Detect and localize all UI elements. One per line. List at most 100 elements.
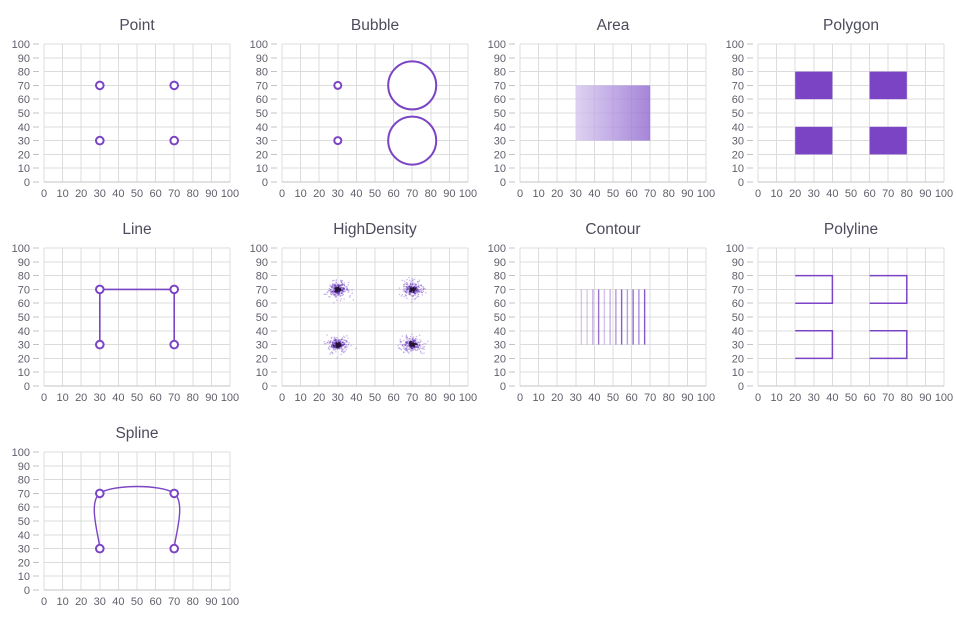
svg-text:40: 40	[826, 392, 838, 404]
svg-text:100: 100	[488, 39, 506, 51]
svg-text:100: 100	[935, 188, 953, 200]
svg-text:50: 50	[131, 596, 143, 608]
axis-ticks-and-labels: 0010102020303040405050606070708080909010…	[250, 39, 478, 200]
svg-text:50: 50	[369, 392, 381, 404]
svg-text:40: 40	[588, 188, 600, 200]
svg-text:100: 100	[726, 243, 744, 255]
svg-text:0: 0	[41, 392, 47, 404]
svg-text:20: 20	[256, 149, 268, 161]
chart-title: Line	[122, 221, 151, 238]
svg-text:60: 60	[18, 298, 30, 310]
chart-canvas-highdensity: 0010102020303040405050606070708080909010…	[250, 221, 478, 404]
svg-text:60: 60	[732, 94, 744, 106]
chart-title: Contour	[585, 221, 640, 238]
svg-text:90: 90	[732, 53, 744, 65]
svg-text:60: 60	[387, 392, 399, 404]
svg-text:60: 60	[149, 392, 161, 404]
svg-text:40: 40	[494, 122, 506, 134]
svg-text:80: 80	[187, 596, 199, 608]
svg-text:90: 90	[443, 392, 455, 404]
svg-text:40: 40	[732, 326, 744, 338]
svg-text:70: 70	[882, 188, 894, 200]
chart-panel-polygon: 0 0 10 10 20 20 30 30 40 40 50 50 60 60 70 70 80 80 90 90 10…	[716, 6, 954, 210]
svg-text:60: 60	[18, 502, 30, 514]
svg-text:40: 40	[588, 392, 600, 404]
series-contour	[580, 289, 646, 345]
svg-text:80: 80	[732, 67, 744, 79]
svg-text:100: 100	[12, 243, 30, 255]
svg-text:30: 30	[570, 188, 582, 200]
svg-text:90: 90	[681, 392, 693, 404]
svg-text:10: 10	[494, 367, 506, 379]
svg-text:40: 40	[112, 596, 124, 608]
svg-text:100: 100	[935, 392, 953, 404]
svg-text:10: 10	[256, 367, 268, 379]
series-line	[95, 284, 179, 350]
svg-text:20: 20	[18, 149, 30, 161]
svg-text:0: 0	[500, 177, 506, 189]
grid	[757, 43, 945, 183]
svg-text:0: 0	[24, 177, 30, 189]
series-highdensity	[323, 276, 429, 359]
svg-text:70: 70	[644, 392, 656, 404]
svg-text:10: 10	[532, 392, 544, 404]
svg-text:80: 80	[187, 392, 199, 404]
svg-text:10: 10	[18, 367, 30, 379]
svg-text:90: 90	[494, 53, 506, 65]
svg-text:10: 10	[18, 571, 30, 583]
svg-text:90: 90	[205, 392, 217, 404]
svg-text:0: 0	[738, 177, 744, 189]
svg-text:100: 100	[697, 392, 715, 404]
svg-text:30: 30	[808, 188, 820, 200]
svg-text:20: 20	[494, 149, 506, 161]
svg-text:80: 80	[256, 67, 268, 79]
svg-text:50: 50	[256, 108, 268, 120]
svg-text:40: 40	[18, 122, 30, 134]
svg-text:20: 20	[789, 392, 801, 404]
svg-text:70: 70	[168, 392, 180, 404]
svg-text:60: 60	[625, 188, 637, 200]
svg-text:10: 10	[732, 367, 744, 379]
svg-text:20: 20	[494, 353, 506, 365]
svg-text:30: 30	[732, 340, 744, 352]
svg-text:30: 30	[256, 340, 268, 352]
svg-text:80: 80	[901, 392, 913, 404]
svg-text:30: 30	[18, 544, 30, 556]
grid	[519, 247, 707, 387]
series-area	[575, 85, 651, 141]
svg-text:70: 70	[494, 80, 506, 92]
grid	[43, 247, 231, 387]
chart-title: Point	[119, 17, 155, 34]
svg-text:30: 30	[18, 340, 30, 352]
svg-text:20: 20	[313, 188, 325, 200]
svg-text:30: 30	[732, 136, 744, 148]
svg-text:10: 10	[56, 188, 68, 200]
svg-text:70: 70	[168, 596, 180, 608]
svg-text:0: 0	[500, 381, 506, 393]
svg-text:60: 60	[149, 188, 161, 200]
svg-text:20: 20	[256, 353, 268, 365]
chart-panel-bubble: 0 0 10 10 20 20 30 30 40 40 50 50 60 60 70 70 80 80 90 90 10…	[240, 6, 478, 210]
svg-text:100: 100	[250, 39, 268, 51]
svg-text:0: 0	[41, 596, 47, 608]
grid	[43, 43, 231, 183]
chart-title: Bubble	[351, 17, 399, 34]
svg-text:10: 10	[532, 188, 544, 200]
svg-text:0: 0	[517, 188, 523, 200]
svg-text:60: 60	[18, 94, 30, 106]
svg-text:20: 20	[551, 188, 563, 200]
grid	[281, 247, 469, 387]
svg-text:30: 30	[494, 136, 506, 148]
svg-text:60: 60	[256, 298, 268, 310]
grid	[281, 43, 469, 183]
svg-text:50: 50	[607, 188, 619, 200]
chart-title: Polygon	[823, 17, 879, 34]
svg-text:30: 30	[94, 596, 106, 608]
svg-text:80: 80	[732, 271, 744, 283]
svg-text:30: 30	[570, 392, 582, 404]
svg-text:0: 0	[41, 188, 47, 200]
chart-title: HighDensity	[333, 221, 417, 238]
svg-text:0: 0	[262, 177, 268, 189]
